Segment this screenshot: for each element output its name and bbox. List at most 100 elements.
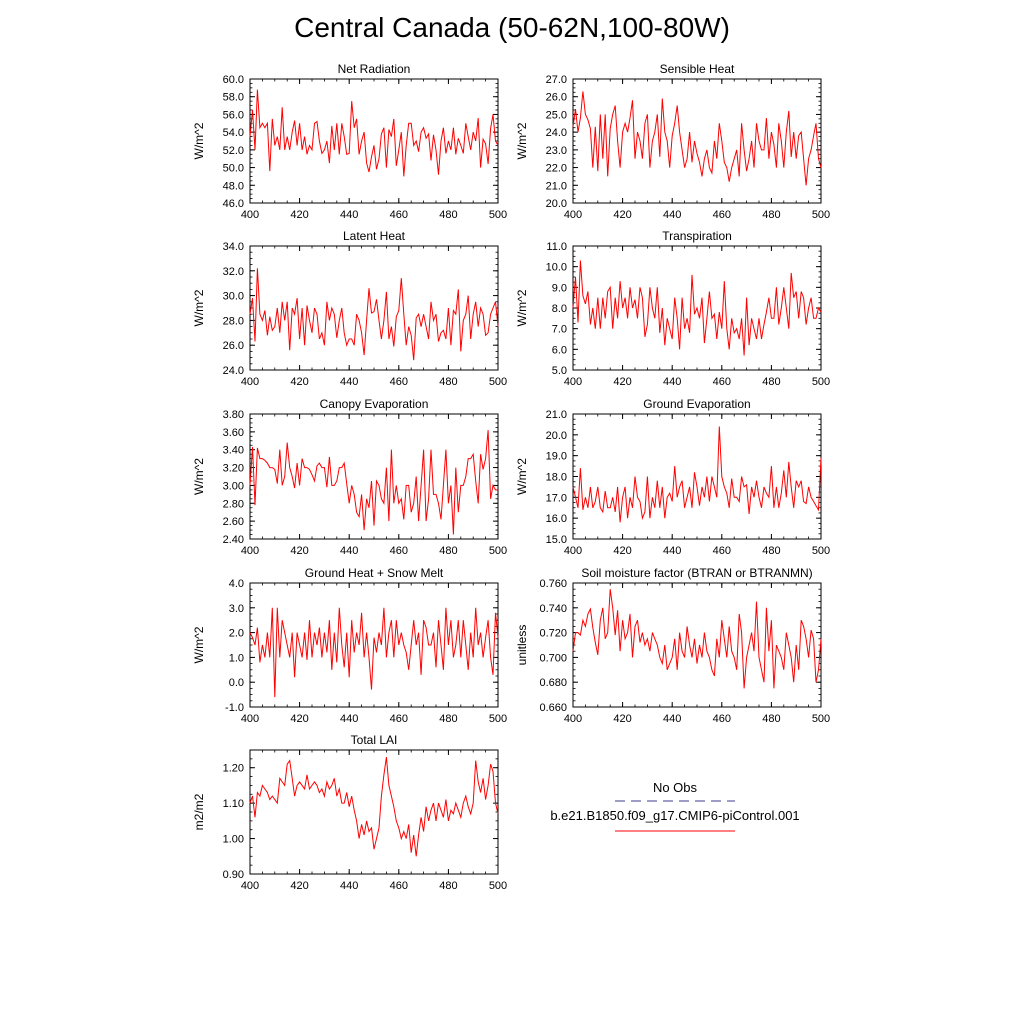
- y-axis-label: W/m^2: [515, 122, 529, 159]
- y-tick-label: 5.0: [552, 365, 567, 377]
- panel-title: Transpiration: [662, 229, 732, 243]
- y-tick-label: 1.0: [229, 652, 244, 664]
- panel-title: Ground Evaporation: [643, 397, 750, 411]
- y-tick-label: 3.80: [223, 409, 244, 421]
- y-axis-label: W/m^2: [515, 458, 529, 495]
- x-tick-label: 480: [439, 376, 457, 388]
- panel-8: 400 420 440 460 480 500 0.660 0.680 0.700 0.720 0.…: [515, 566, 830, 725]
- x-tick-label: 420: [613, 713, 631, 725]
- legend-obs-label: No Obs: [653, 780, 698, 795]
- y-tick-label: 0.680: [539, 677, 567, 689]
- y-tick-label: 3.00: [223, 480, 244, 492]
- series-line: [249, 268, 499, 361]
- x-tick-label: 420: [290, 545, 308, 557]
- x-tick-label: 400: [564, 545, 582, 557]
- y-tick-label: 28.0: [223, 315, 244, 327]
- panel-title: Ground Heat + Snow Melt: [305, 566, 444, 580]
- x-tick-label: 440: [663, 713, 681, 725]
- plot-frame: [572, 78, 822, 204]
- y-tick-label: 11.0: [546, 241, 567, 253]
- y-tick-label: 3.20: [223, 463, 244, 475]
- series-line: [572, 260, 822, 356]
- x-tick-label: 480: [762, 713, 780, 725]
- y-tick-label: 1.00: [223, 834, 244, 846]
- x-tick-label: 500: [812, 713, 830, 725]
- x-tick-label: 460: [713, 209, 731, 221]
- plot-frame: [572, 582, 822, 708]
- x-tick-label: 460: [390, 713, 408, 725]
- y-tick-label: 19.0: [546, 451, 567, 463]
- y-tick-label: 7.0: [552, 324, 567, 336]
- y-axis-label: W/m^2: [192, 122, 206, 159]
- x-tick-label: 480: [439, 209, 457, 221]
- y-tick-label: 0.90: [223, 869, 244, 881]
- x-tick-label: 460: [713, 376, 731, 388]
- x-tick-label: 440: [340, 545, 358, 557]
- x-tick-label: 400: [564, 376, 582, 388]
- y-tick-label: 2.80: [223, 498, 244, 510]
- y-tick-label: 1.20: [223, 763, 244, 775]
- y-tick-label: 0.740: [539, 603, 567, 615]
- y-tick-label: 20.0: [546, 198, 567, 210]
- y-tick-label: 17.0: [546, 492, 567, 504]
- y-tick-label: 26.0: [546, 92, 567, 104]
- panel-7: 400 420 440 460 480 500 -1.0 0.0 1.0 2.0 3.0 4.0 Gro…: [192, 566, 507, 725]
- x-tick-label: 500: [812, 376, 830, 388]
- x-tick-label: 500: [489, 545, 507, 557]
- x-tick-label: 400: [564, 713, 582, 725]
- panel-title: Sensible Heat: [660, 62, 735, 76]
- x-tick-label: 480: [439, 545, 457, 557]
- legend: No Obs b.e21.B1850.f09_g17.CMIP6-piContr…: [550, 780, 800, 832]
- x-tick-label: 500: [489, 376, 507, 388]
- y-tick-label: 52.0: [223, 145, 244, 157]
- legend-model-label: b.e21.B1850.f09_g17.CMIP6-piControl.001: [550, 808, 799, 823]
- y-tick-label: 2.0: [229, 628, 244, 640]
- panel-1: 400 420 440 460 480 500 46.0 48.0 50.0 52.0 54.0 56…: [192, 62, 507, 221]
- panel-6: 400 420 440 460 480 500 15.0 16.0 17.0 18.0 19.0 20…: [515, 397, 830, 557]
- y-tick-label: 15.0: [546, 534, 567, 546]
- x-tick-label: 420: [290, 376, 308, 388]
- x-tick-label: 500: [812, 209, 830, 221]
- y-tick-label: 6.0: [552, 344, 567, 356]
- y-tick-label: 3.0: [229, 603, 244, 615]
- y-tick-label: 54.0: [223, 127, 244, 139]
- y-tick-label: 1.10: [223, 798, 244, 810]
- y-tick-label: 3.60: [223, 427, 244, 439]
- x-tick-label: 480: [762, 209, 780, 221]
- x-tick-label: 500: [489, 880, 507, 892]
- y-axis-label: unitless: [515, 625, 529, 666]
- x-tick-label: 480: [439, 880, 457, 892]
- y-tick-label: 48.0: [223, 180, 244, 192]
- x-tick-label: 440: [340, 713, 358, 725]
- y-tick-label: 60.0: [223, 74, 244, 86]
- x-tick-label: 440: [340, 376, 358, 388]
- x-tick-label: 420: [613, 376, 631, 388]
- y-tick-label: 18.0: [546, 472, 567, 484]
- y-tick-label: 8.0: [552, 303, 567, 315]
- y-tick-label: 0.660: [539, 702, 567, 714]
- y-tick-label: 26.0: [223, 340, 244, 352]
- x-tick-label: 500: [812, 545, 830, 557]
- y-tick-label: 24.0: [223, 365, 244, 377]
- y-tick-label: 0.700: [539, 652, 567, 664]
- panel-title: Net Radiation: [338, 62, 411, 76]
- y-axis-label: W/m^2: [192, 289, 206, 326]
- x-tick-label: 400: [241, 545, 259, 557]
- y-axis-label: W/m^2: [515, 289, 529, 326]
- y-tick-label: 25.0: [546, 109, 567, 121]
- y-axis-label: W/m^2: [192, 458, 206, 495]
- x-tick-label: 440: [340, 209, 358, 221]
- series-line: [249, 757, 499, 857]
- plot-frame: [249, 749, 499, 875]
- x-tick-label: 480: [762, 376, 780, 388]
- figure-title: Central Canada (50-62N,100-80W): [294, 12, 730, 43]
- y-tick-label: 0.760: [539, 578, 567, 590]
- x-tick-label: 420: [290, 880, 308, 892]
- y-tick-label: 3.40: [223, 445, 244, 457]
- x-tick-label: 420: [613, 209, 631, 221]
- x-tick-label: 460: [713, 545, 731, 557]
- x-tick-label: 420: [290, 209, 308, 221]
- y-tick-label: 9.0: [552, 282, 567, 294]
